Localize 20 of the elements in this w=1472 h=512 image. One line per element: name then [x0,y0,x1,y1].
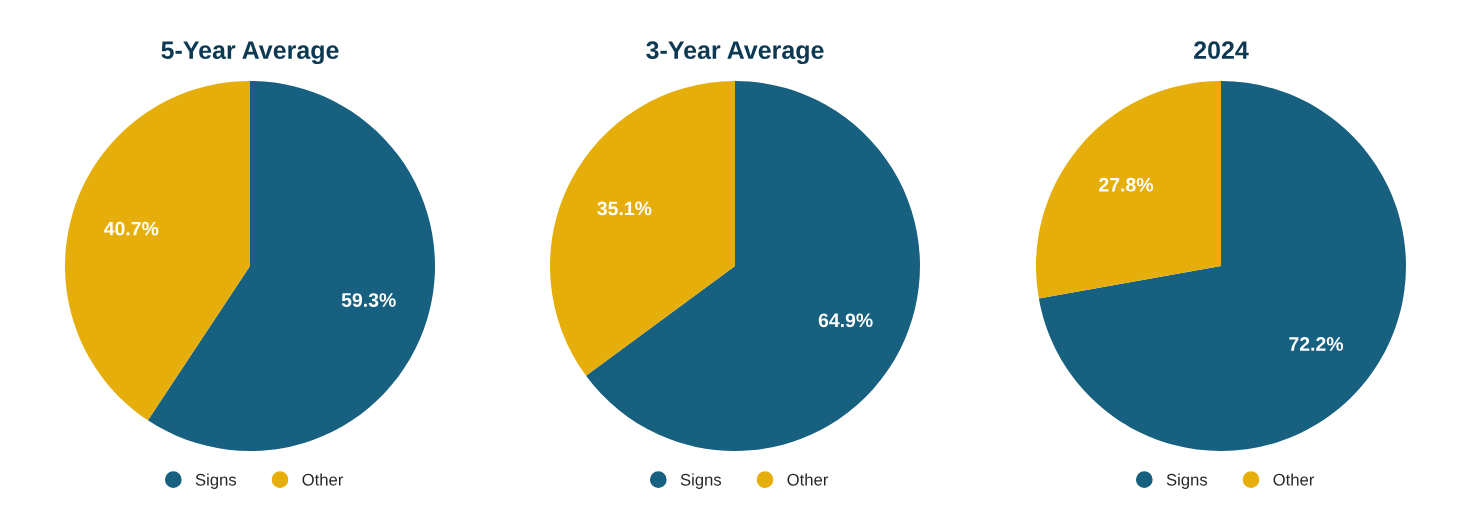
legend-label: Signs [195,473,237,489]
chart-title: 2024 [1194,41,1249,60]
pie-slice [65,81,250,421]
data-label: 59.3% [341,293,396,307]
data-label: 64.9% [818,313,873,328]
legend-label: Other [302,473,344,486]
pie-slice [586,81,920,451]
data-label: 35.1% [597,201,652,216]
pie-slice [550,81,735,376]
data-label: 40.7% [104,221,159,236]
legend-label: Other [1273,473,1315,486]
data-label: 27.8% [1099,177,1154,192]
legend-label: Signs [680,473,722,489]
legend-label: Other [787,473,829,486]
legend-label: Signs [1166,473,1208,489]
pie-slice [1036,81,1221,299]
data-label: 72.2% [1289,337,1344,351]
chart-title: 5-Year Average [161,41,339,65]
chart-title: 3-Year Average [646,41,824,65]
pie-slice [1038,81,1406,451]
